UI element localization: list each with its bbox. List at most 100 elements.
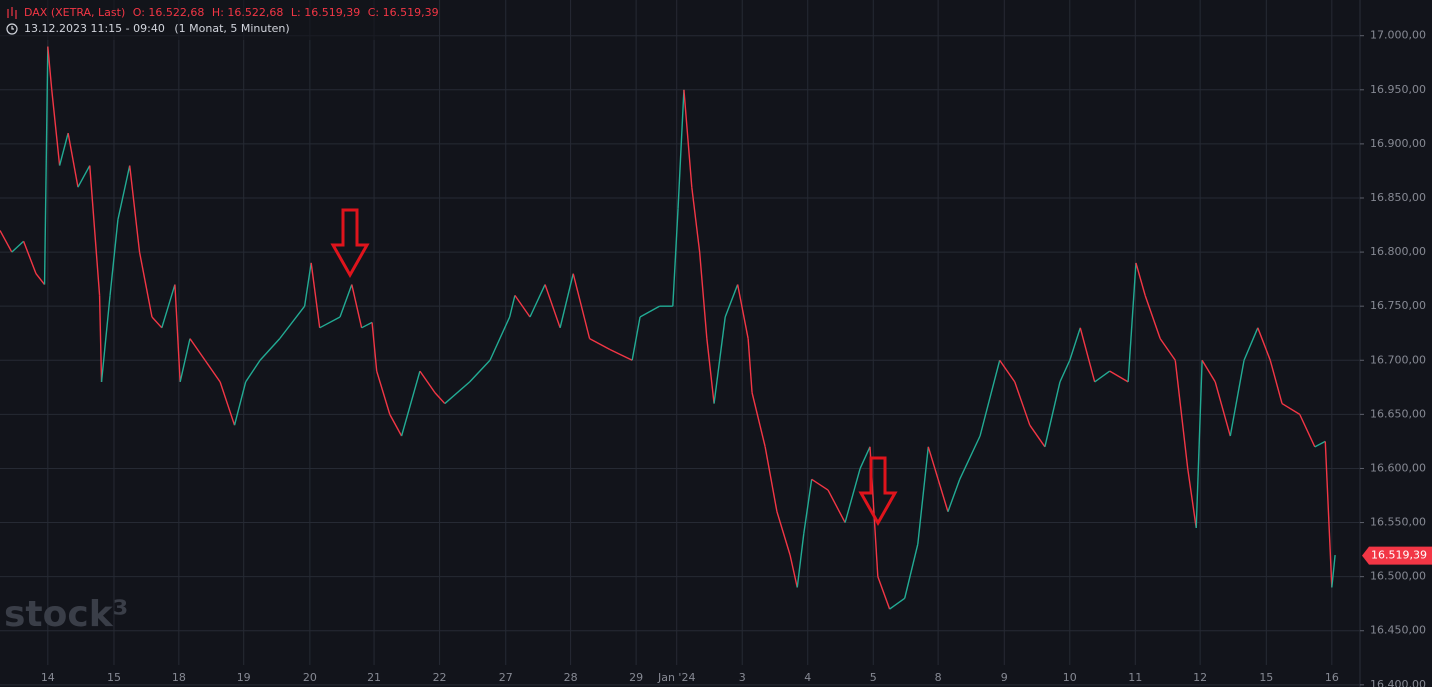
price-segment xyxy=(572,273,591,339)
x-tick-label: Jan '24 xyxy=(657,671,695,684)
price-segment xyxy=(706,338,715,404)
grid xyxy=(0,0,1360,686)
price-segment xyxy=(1187,468,1197,529)
price-segment xyxy=(1257,327,1271,361)
ohlc: H: 16.522,68 xyxy=(212,6,283,19)
price-segment xyxy=(129,165,141,253)
price-segment xyxy=(747,338,753,393)
price-segment xyxy=(751,392,766,447)
price-segment xyxy=(0,230,13,253)
y-tick-label: 16.550,00 xyxy=(1370,516,1426,529)
price-segment xyxy=(1174,360,1189,469)
price-segment xyxy=(979,360,1001,437)
y-tick-label: 16.450,00 xyxy=(1370,624,1426,637)
price-segment xyxy=(310,262,321,328)
price-segment xyxy=(219,381,236,426)
watermark: stock³ xyxy=(4,594,128,635)
y-tick-label: 16.950,00 xyxy=(1370,83,1426,96)
price-segment xyxy=(58,132,69,166)
x-tick-label: 10 xyxy=(1063,671,1077,684)
x-tick-label: 16 xyxy=(1325,671,1339,684)
price-segment xyxy=(1243,327,1259,361)
price-segment xyxy=(959,435,981,480)
price-segment xyxy=(1269,360,1283,404)
x-tick-label: 4 xyxy=(804,671,811,684)
price-segment xyxy=(776,511,791,556)
price-segment xyxy=(1159,338,1176,361)
price-segment xyxy=(444,381,471,405)
x-tick-label: 12 xyxy=(1193,671,1207,684)
price-segment xyxy=(319,316,341,329)
y-tick-label: 16.750,00 xyxy=(1370,299,1426,312)
price-segment xyxy=(514,294,531,318)
x-tick-label: 14 xyxy=(41,671,55,684)
price-segment xyxy=(77,165,91,188)
x-tick-label: 5 xyxy=(870,671,877,684)
price-segment xyxy=(672,208,679,307)
price-segment xyxy=(179,338,191,383)
x-tick-label: 28 xyxy=(564,671,578,684)
y-tick-label: 16.650,00 xyxy=(1370,407,1426,420)
ohlc: L: 16.519,39 xyxy=(291,6,360,19)
y-tick-label: 16.500,00 xyxy=(1370,570,1426,583)
symbol: DAX (XETRA, Last) xyxy=(24,6,125,19)
price-segment xyxy=(22,241,37,274)
price-segment xyxy=(400,370,421,437)
price-segment xyxy=(1079,327,1096,383)
price-segment xyxy=(917,446,929,545)
price-segment xyxy=(376,370,391,415)
arrow-annotation xyxy=(858,456,898,527)
price-segment xyxy=(1195,360,1203,528)
price-segment xyxy=(174,284,181,382)
price-segment xyxy=(117,165,131,220)
price-segment xyxy=(67,132,79,188)
arrow-annotation xyxy=(330,208,370,279)
price-segment xyxy=(1135,262,1146,296)
price-segment xyxy=(245,359,261,383)
price-segment xyxy=(764,446,778,512)
price-segment xyxy=(339,284,353,318)
price-segment xyxy=(1014,381,1031,426)
price-segment xyxy=(1094,370,1111,383)
price-segment xyxy=(1029,424,1046,448)
price-segment xyxy=(796,533,805,588)
price-segment xyxy=(434,392,446,405)
clock-icon xyxy=(6,23,18,35)
x-tick-label: 9 xyxy=(1001,671,1008,684)
price-segment xyxy=(827,489,846,523)
header-line: DAX (XETRA, Last) O: 16.522,68 H: 16.522… xyxy=(24,6,439,19)
y-tick-label: 16.600,00 xyxy=(1370,461,1426,474)
x-tick-label: 15 xyxy=(107,671,121,684)
price-segment xyxy=(47,46,53,90)
subtitle: 13.12.2023 11:15 - 09:40 xyxy=(24,22,165,35)
clock-hand xyxy=(11,26,14,30)
price-segment xyxy=(89,165,101,296)
price-segment xyxy=(1044,381,1061,447)
y-tick-label: 16.700,00 xyxy=(1370,353,1426,366)
price-segment xyxy=(1109,370,1129,383)
ohlc: C: 16.519,39 xyxy=(368,6,439,19)
price-segment xyxy=(1314,440,1326,448)
price-segment xyxy=(1127,262,1137,382)
header-bg xyxy=(0,0,400,40)
price-segment xyxy=(43,46,49,285)
price-segment xyxy=(1214,381,1231,437)
price-segment xyxy=(351,284,363,328)
price-segment xyxy=(639,305,661,318)
price-segment xyxy=(489,316,511,361)
price-segment xyxy=(559,273,574,328)
price-segment xyxy=(698,252,708,339)
price-segment xyxy=(844,468,861,523)
price-segment xyxy=(589,338,611,351)
x-tick-label: 15 xyxy=(1259,671,1273,684)
price-segment xyxy=(361,321,373,329)
price-segment xyxy=(100,295,111,382)
price-segment xyxy=(544,284,561,329)
price-segment xyxy=(724,284,739,318)
price-segment xyxy=(713,316,726,404)
axis-labels: 16.400,00 16.450,00 16.500,00 16.550,00 16.6… xyxy=(41,29,1432,687)
price-segment xyxy=(508,295,516,318)
price-segment xyxy=(1281,402,1301,415)
